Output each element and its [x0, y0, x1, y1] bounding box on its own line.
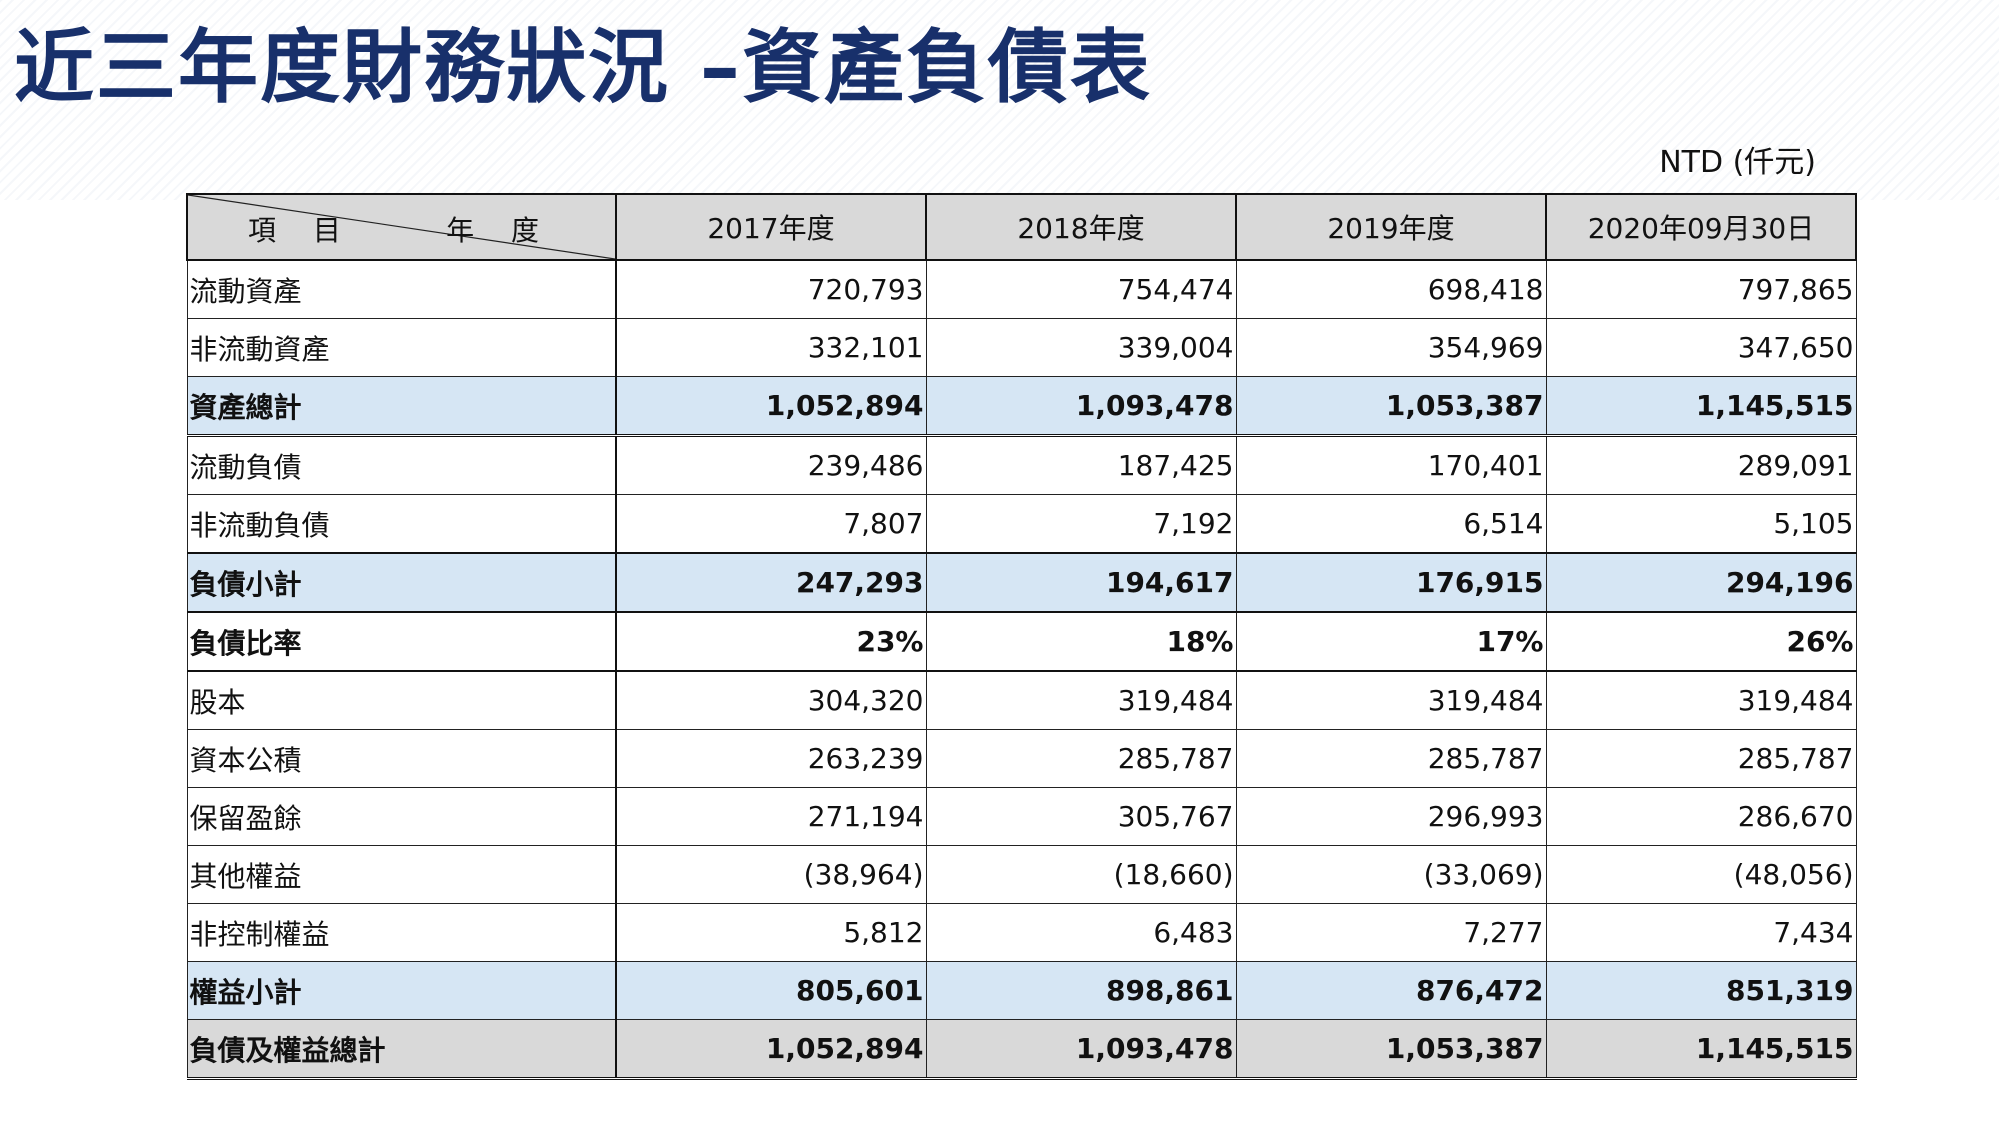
- table-row-current-assets: 流動資產 720,793 754,474 698,418 797,865: [186, 259, 1857, 319]
- table-row-current-liabilities: 流動負債 239,486 187,425 170,401 289,091: [186, 434, 1857, 495]
- column-header-2018: 2018年度: [925, 193, 1237, 261]
- cell-2019: 354,969: [1235, 318, 1547, 377]
- cell-2018: 7,192: [925, 494, 1237, 554]
- cell-2020q3: 319,484: [1545, 670, 1857, 730]
- cell-2020q3: (48,056): [1545, 845, 1857, 904]
- balance-sheet-table: 項 目 年 度 2017年度 2018年度 2019年度 2020年09月30日…: [186, 193, 1857, 1080]
- row-label: 非流動資產: [186, 318, 617, 377]
- table-row-non-controlling-interest: 非控制權益 5,812 6,483 7,277 7,434: [186, 903, 1857, 962]
- cell-2017: 1,052,894: [615, 1019, 927, 1080]
- cell-2018: 754,474: [925, 259, 1237, 319]
- cell-2018: 898,861: [925, 961, 1237, 1020]
- cell-2019: 319,484: [1235, 670, 1547, 730]
- cell-2020q3: 289,091: [1545, 434, 1857, 495]
- row-label: 資產總計: [186, 376, 617, 436]
- table-header-row: 項 目 年 度 2017年度 2018年度 2019年度 2020年09月30日: [186, 193, 1857, 261]
- cell-2020q3: 26%: [1545, 611, 1857, 672]
- cell-2018: 18%: [925, 611, 1237, 672]
- cell-2020q3: 1,145,515: [1545, 376, 1857, 436]
- corner-header-cell: 項 目 年 度: [186, 193, 617, 261]
- table-body: 流動資產 720,793 754,474 698,418 797,865 非流動資產 332…: [186, 259, 1857, 1080]
- cell-2018: 1,093,478: [925, 1019, 1237, 1080]
- cell-2017: 271,194: [615, 787, 927, 846]
- cell-2020q3: 286,670: [1545, 787, 1857, 846]
- column-header-2019: 2019年度: [1235, 193, 1547, 261]
- row-label: 保留盈餘: [186, 787, 617, 846]
- table-row-total-equity: 權益小計 805,601 898,861 876,472 851,319: [186, 961, 1857, 1020]
- table-row-retained-earnings: 保留盈餘 271,194 305,767 296,993 286,670: [186, 787, 1857, 846]
- row-label: 負債比率: [186, 611, 617, 672]
- cell-2018: 305,767: [925, 787, 1237, 846]
- cell-2017: 805,601: [615, 961, 927, 1020]
- cell-2018: 285,787: [925, 729, 1237, 788]
- cell-2017: 263,239: [615, 729, 927, 788]
- table-row-total-liabilities-and-equity: 負債及權益總計 1,052,894 1,093,478 1,053,387 1,145,…: [186, 1019, 1857, 1080]
- cell-2019: 876,472: [1235, 961, 1547, 1020]
- cell-2019: (33,069): [1235, 845, 1547, 904]
- corner-item-label: 項 目: [248, 214, 355, 247]
- cell-2019: 170,401: [1235, 434, 1547, 495]
- cell-2019: 296,993: [1235, 787, 1547, 846]
- cell-2018: 6,483: [925, 903, 1237, 962]
- page-title: 近三年度財務狀況 –資產負債表: [14, 21, 1152, 114]
- table-row-share-capital: 股本 304,320 319,484 319,484 319,484: [186, 670, 1857, 730]
- row-label: 其他權益: [186, 845, 617, 904]
- cell-2017: 23%: [615, 611, 927, 672]
- table-row-total-liabilities: 負債小計 247,293 194,617 176,915 294,196: [186, 552, 1857, 613]
- table-row-debt-ratio: 負債比率 23% 18% 17% 26%: [186, 611, 1857, 672]
- cell-2018: 1,093,478: [925, 376, 1237, 436]
- table-row-other-equity: 其他權益 (38,964) (18,660) (33,069) (48,056): [186, 845, 1857, 904]
- cell-2019: 698,418: [1235, 259, 1547, 319]
- cell-2017: 332,101: [615, 318, 927, 377]
- cell-2019: 1,053,387: [1235, 1019, 1547, 1080]
- cell-2020q3: 7,434: [1545, 903, 1857, 962]
- cell-2017: (38,964): [615, 845, 927, 904]
- cell-2017: 239,486: [615, 434, 927, 495]
- corner-year-label: 年 度: [446, 214, 553, 247]
- diagonal-divider: [188, 195, 615, 259]
- cell-2017: 304,320: [615, 670, 927, 730]
- cell-2019: 17%: [1235, 611, 1547, 672]
- table-row-non-current-assets: 非流動資產 332,101 339,004 354,969 347,650: [186, 318, 1857, 377]
- cell-2017: 720,793: [615, 259, 927, 319]
- row-label: 資本公積: [186, 729, 617, 788]
- table-row-non-current-liabilities: 非流動負債 7,807 7,192 6,514 5,105: [186, 494, 1857, 554]
- cell-2020q3: 285,787: [1545, 729, 1857, 788]
- cell-2020q3: 294,196: [1545, 552, 1857, 613]
- cell-2018: (18,660): [925, 845, 1237, 904]
- cell-2018: 194,617: [925, 552, 1237, 613]
- table-row-total-assets: 資產總計 1,052,894 1,093,478 1,053,387 1,145,515: [186, 376, 1857, 436]
- row-label: 非流動負債: [186, 494, 617, 554]
- cell-2017: 247,293: [615, 552, 927, 613]
- cell-2017: 1,052,894: [615, 376, 927, 436]
- column-header-2020q3: 2020年09月30日: [1545, 193, 1857, 261]
- cell-2019: 176,915: [1235, 552, 1547, 613]
- cell-2020q3: 797,865: [1545, 259, 1857, 319]
- cell-2020q3: 851,319: [1545, 961, 1857, 1020]
- cell-2019: 6,514: [1235, 494, 1547, 554]
- cell-2020q3: 347,650: [1545, 318, 1857, 377]
- cell-2020q3: 1,145,515: [1545, 1019, 1857, 1080]
- cell-2018: 319,484: [925, 670, 1237, 730]
- cell-2018: 339,004: [925, 318, 1237, 377]
- cell-2017: 5,812: [615, 903, 927, 962]
- cell-2017: 7,807: [615, 494, 927, 554]
- row-label: 負債及權益總計: [186, 1019, 617, 1080]
- cell-2018: 187,425: [925, 434, 1237, 495]
- row-label: 股本: [186, 670, 617, 730]
- row-label: 非控制權益: [186, 903, 617, 962]
- column-header-2017: 2017年度: [615, 193, 927, 261]
- cell-2020q3: 5,105: [1545, 494, 1857, 554]
- cell-2019: 1,053,387: [1235, 376, 1547, 436]
- cell-2019: 285,787: [1235, 729, 1547, 788]
- row-label: 流動資產: [186, 259, 617, 319]
- row-label: 負債小計: [186, 552, 617, 613]
- table-row-capital-surplus: 資本公積 263,239 285,787 285,787 285,787: [186, 729, 1857, 788]
- row-label: 流動負債: [186, 434, 617, 495]
- row-label: 權益小計: [186, 961, 617, 1020]
- unit-label: NTD (仟元): [1659, 145, 1816, 180]
- cell-2019: 7,277: [1235, 903, 1547, 962]
